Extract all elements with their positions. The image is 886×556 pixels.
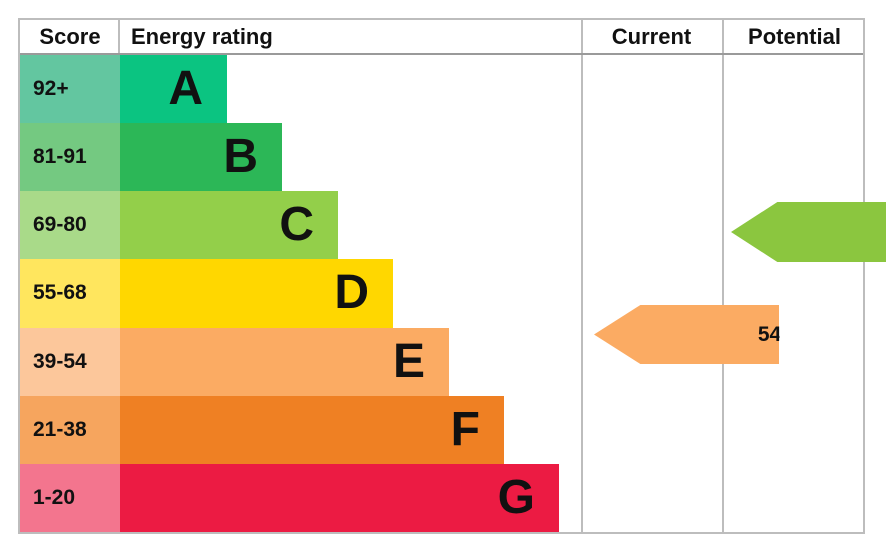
- band-row-F: 21-38 F: [20, 395, 581, 464]
- potential-marker: 73 C: [731, 202, 886, 262]
- band-row-B: 81-91 B: [20, 123, 581, 192]
- current-marker: 54 E: [594, 305, 780, 364]
- score-range-F: 21-38: [20, 395, 120, 464]
- score-range-A: 92+: [20, 55, 120, 124]
- rating-bar-E: E: [120, 327, 449, 396]
- score-range-C: 69-80: [20, 191, 120, 260]
- rating-bar-F: F: [120, 395, 504, 464]
- header-energy-rating: Energy rating: [131, 24, 273, 49]
- score-range-B: 81-91: [20, 123, 120, 192]
- current-marker-label: 54 E: [757, 322, 802, 346]
- band-row-G: 1-20 G: [20, 463, 581, 532]
- score-range-E: 39-54: [20, 327, 120, 396]
- header-potential: Potential: [748, 24, 841, 49]
- table-header: Score Energy rating Current Potential: [20, 20, 863, 55]
- band-row-E: 39-54 E: [20, 327, 581, 396]
- header-current: Current: [611, 24, 692, 49]
- rating-bar-C: C: [120, 191, 338, 260]
- rating-bar-A: A: [120, 55, 227, 124]
- rating-bar-B: B: [120, 123, 282, 192]
- column-divider-current: [581, 20, 583, 532]
- band-rows: 92+ A 81-91 B 69-80 C 55-68 D 39-54 E 21-38 F 1-20 G: [20, 55, 581, 532]
- rating-bar-G: G: [120, 463, 559, 532]
- header-score: Score: [39, 24, 101, 49]
- score-range-D: 55-68: [20, 259, 120, 328]
- band-row-C: 69-80 C: [20, 191, 581, 260]
- score-range-G: 1-20: [20, 463, 120, 532]
- rating-bar-D: D: [120, 259, 393, 328]
- rating-table: Score Energy rating Current Potential 92…: [18, 18, 886, 534]
- band-row-D: 55-68 D: [20, 259, 581, 328]
- band-row-A: 92+ A: [20, 55, 581, 124]
- column-divider-potential: [722, 20, 724, 532]
